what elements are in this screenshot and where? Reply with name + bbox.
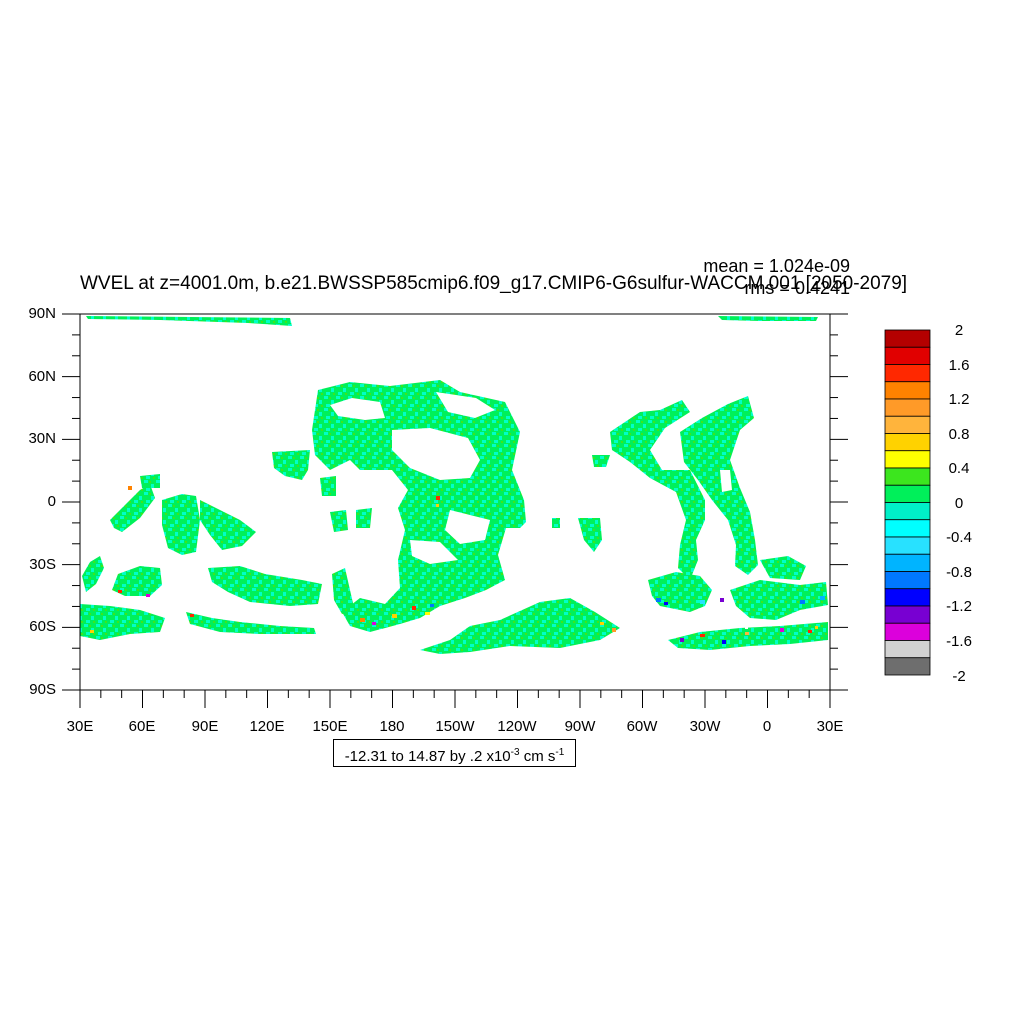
colorbar-swatch [884, 605, 931, 624]
colorbar [884, 329, 931, 676]
colorbar-swatch [884, 433, 931, 452]
colorbar-label: -1.2 [946, 598, 972, 615]
colorbar-label: 2 [954, 322, 964, 339]
colorbar-swatch [884, 640, 931, 659]
colorbar-swatch [884, 467, 931, 486]
rms-stat: rms = 0.4241 [744, 278, 850, 298]
x-tick-label: 180 [379, 718, 405, 735]
colorbar-swatch [884, 364, 931, 383]
colorbar-swatch [884, 415, 931, 434]
colorbar-label: 0.8 [948, 426, 970, 443]
contour-info-unit-exponent: -1 [555, 747, 565, 758]
x-tick-label: 60W [626, 718, 658, 735]
colorbar-swatch [884, 450, 931, 469]
x-tick-label: 90W [564, 718, 596, 735]
contour-info-unit: cm s [519, 748, 556, 765]
x-tick-label: 90E [191, 718, 219, 735]
x-tick-label: 30E [66, 718, 94, 735]
colorbar-swatch [884, 484, 931, 503]
axis-ticks [62, 313, 848, 708]
colorbar-swatch [884, 536, 931, 555]
land-mask [330, 392, 732, 564]
colorbar-swatch [884, 553, 931, 572]
y-tick-label: 90S [29, 681, 56, 698]
colorbar-label: 0 [954, 495, 964, 512]
colorbar-label: -0.4 [946, 529, 972, 546]
x-tick-label: 30W [689, 718, 721, 735]
colorbar-swatch [884, 398, 931, 417]
x-tick-label: 30E [816, 718, 844, 735]
x-tick-label: 150W [435, 718, 475, 735]
contour-info-box: -12.31 to 14.87 by .2 x10-3 cm s-1 [333, 739, 576, 767]
colorbar-label: -1.6 [946, 633, 972, 650]
contour-info-exponent: -3 [510, 747, 520, 758]
colorbar-swatch [884, 519, 931, 538]
colorbar-label: 0.4 [948, 460, 970, 477]
colorbar-swatch [884, 329, 931, 348]
x-tick-label: 150E [312, 718, 348, 735]
colorbar-label: 1.6 [948, 357, 970, 374]
x-tick-label: 0 [762, 718, 772, 735]
y-tick-label: 90N [28, 305, 56, 322]
y-tick-label: 0 [47, 493, 56, 510]
colorbar-swatch [884, 381, 931, 400]
colorbar-swatch [884, 346, 931, 365]
colorbar-swatch [884, 571, 931, 590]
colorbar-swatch [884, 502, 931, 521]
colorbar-swatch [884, 657, 931, 676]
extreme-value-cells [90, 486, 825, 644]
y-tick-label: 60S [29, 618, 56, 635]
x-tick-label: 120W [497, 718, 537, 735]
colorbar-swatch [884, 588, 931, 607]
contour-info-text: -12.31 to 14.87 by .2 x10 [344, 748, 511, 765]
colorbar-label: -0.8 [946, 564, 972, 581]
x-tick-label: 120E [249, 718, 285, 735]
y-tick-label: 30N [28, 430, 56, 447]
ocean-field [80, 316, 828, 654]
mean-stat: mean = 1.024e-09 [703, 256, 850, 276]
colorbar-swatch [884, 622, 931, 641]
y-tick-label: 60N [28, 368, 56, 385]
x-tick-label: 60E [128, 718, 156, 735]
y-tick-label: 30S [29, 556, 56, 573]
colorbar-label: 1.2 [948, 391, 970, 408]
colorbar-label: -2 [952, 668, 966, 685]
plot-title: WVEL at z=4001.0m, b.e21.BWSSP585cmip6.f… [80, 273, 908, 294]
